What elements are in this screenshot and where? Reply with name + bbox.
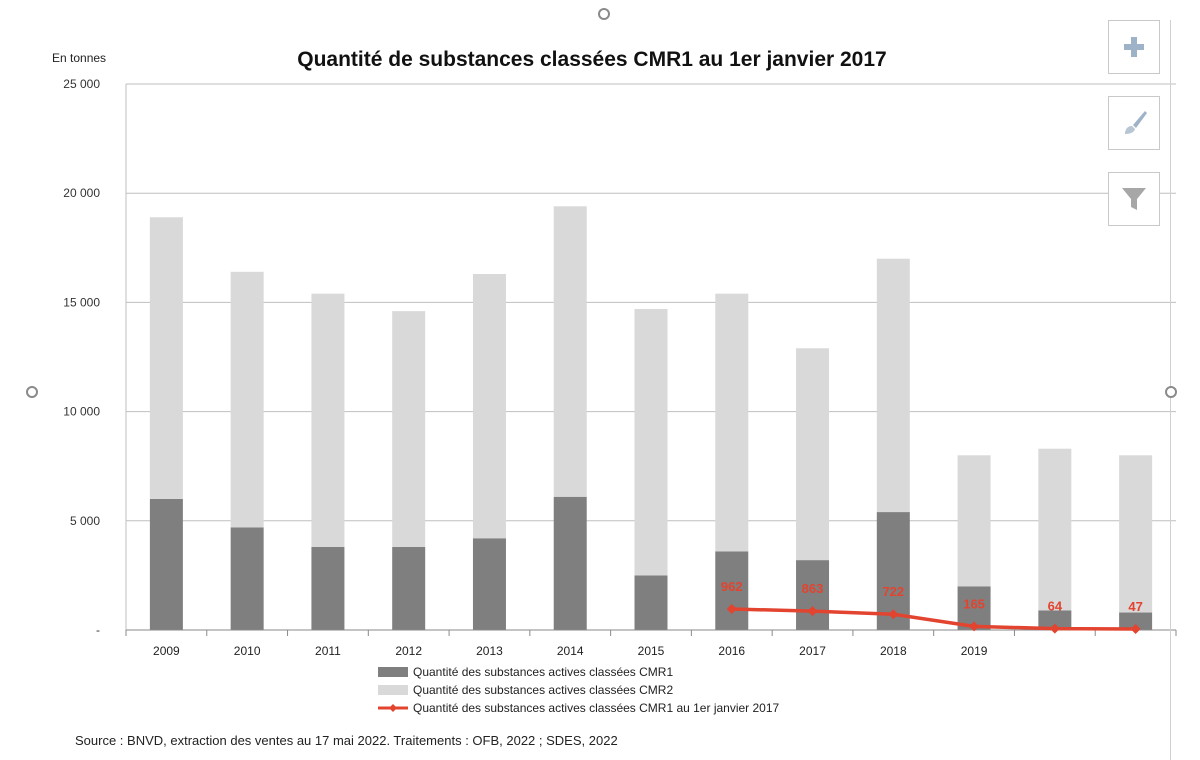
chart-filters-button[interactable] — [1108, 172, 1160, 226]
y-axis-label: En tonnes — [52, 51, 106, 65]
line-point — [807, 606, 818, 617]
bar-cmr1 — [715, 551, 749, 630]
legend-marker — [389, 704, 397, 712]
bar-cmr1 — [1119, 612, 1153, 630]
x-tick-label: 2014 — [557, 644, 584, 658]
bar-cmr1 — [472, 538, 506, 630]
bar-cmr2 — [957, 455, 991, 587]
bar-cmr2 — [796, 348, 830, 561]
line-point — [1130, 623, 1141, 634]
data-label: 47 — [1128, 599, 1142, 614]
x-tick-label: 2015 — [638, 644, 665, 658]
bar-cmr1 — [311, 547, 345, 630]
bar-cmr2 — [1038, 448, 1072, 611]
bar-cmr2 — [472, 274, 506, 539]
legend-label: Quantité des substances actives classées… — [413, 701, 780, 715]
y-tick-label: 10 000 — [63, 405, 100, 419]
line-point — [726, 603, 737, 614]
bar-cmr2 — [876, 258, 910, 513]
bar-cmr1 — [392, 547, 426, 630]
line-point — [1049, 623, 1060, 634]
chart-elements-button[interactable] — [1108, 20, 1160, 74]
bar-cmr2 — [1119, 455, 1153, 613]
x-tick-label: 2017 — [799, 644, 826, 658]
y-tick-label: - — [96, 623, 100, 637]
chart-styles-button[interactable] — [1108, 96, 1160, 150]
data-label: 962 — [721, 579, 743, 594]
y-tick-label: 5 000 — [70, 514, 100, 528]
x-tick-label: 2012 — [395, 644, 422, 658]
bar-cmr2 — [553, 206, 587, 497]
bar-cmr1 — [634, 575, 668, 630]
legend-swatch — [378, 667, 408, 677]
resize-handle-top[interactable] — [598, 8, 610, 20]
y-tick-label: 15 000 — [63, 295, 100, 309]
bar-cmr1 — [1038, 610, 1072, 630]
x-tick-label: 2019 — [961, 644, 988, 658]
brush-icon — [1125, 111, 1147, 134]
x-tick-label: 2018 — [880, 644, 907, 658]
data-label: 165 — [963, 596, 985, 611]
y-tick-label: 25 000 — [63, 77, 100, 91]
x-tick-label: 2011 — [315, 644, 341, 658]
bar-cmr1 — [553, 496, 587, 630]
bar-cmr2 — [149, 217, 183, 499]
filter-icon — [1122, 188, 1146, 210]
bar-cmr2 — [634, 308, 668, 576]
x-tick-label: 2010 — [234, 644, 261, 658]
data-label: 64 — [1048, 599, 1063, 614]
bar-cmr1 — [149, 498, 183, 630]
data-label: 863 — [802, 581, 824, 596]
legend-label: Quantité des substances actives classées… — [413, 683, 673, 697]
line-cmr1-2017 — [731, 607, 1136, 631]
plus-icon — [1124, 37, 1144, 57]
line-point — [888, 609, 899, 620]
chart-title: Quantité de substances classées CMR1 au … — [297, 48, 886, 71]
legend-swatch — [378, 685, 408, 695]
x-tick-label: 2009 — [153, 644, 180, 658]
bar-cmr2 — [715, 293, 749, 552]
resize-handle-right[interactable] — [1165, 386, 1177, 398]
resize-handle-left[interactable] — [26, 386, 38, 398]
bar-cmr2 — [230, 271, 264, 528]
bar-cmr1 — [796, 560, 830, 630]
bar-cmr1 — [230, 527, 264, 630]
x-tick-label: 2016 — [718, 644, 745, 658]
legend-label: Quantité des substances actives classées… — [413, 665, 673, 679]
source-note: Source : BNVD, extraction des ventes au … — [75, 733, 618, 748]
bar-cmr2 — [311, 293, 345, 548]
y-tick-label: 20 000 — [63, 186, 100, 200]
line-point — [969, 621, 980, 632]
bar-cmr2 — [392, 311, 426, 548]
x-tick-label: 2013 — [476, 644, 503, 658]
data-label: 722 — [882, 584, 904, 599]
